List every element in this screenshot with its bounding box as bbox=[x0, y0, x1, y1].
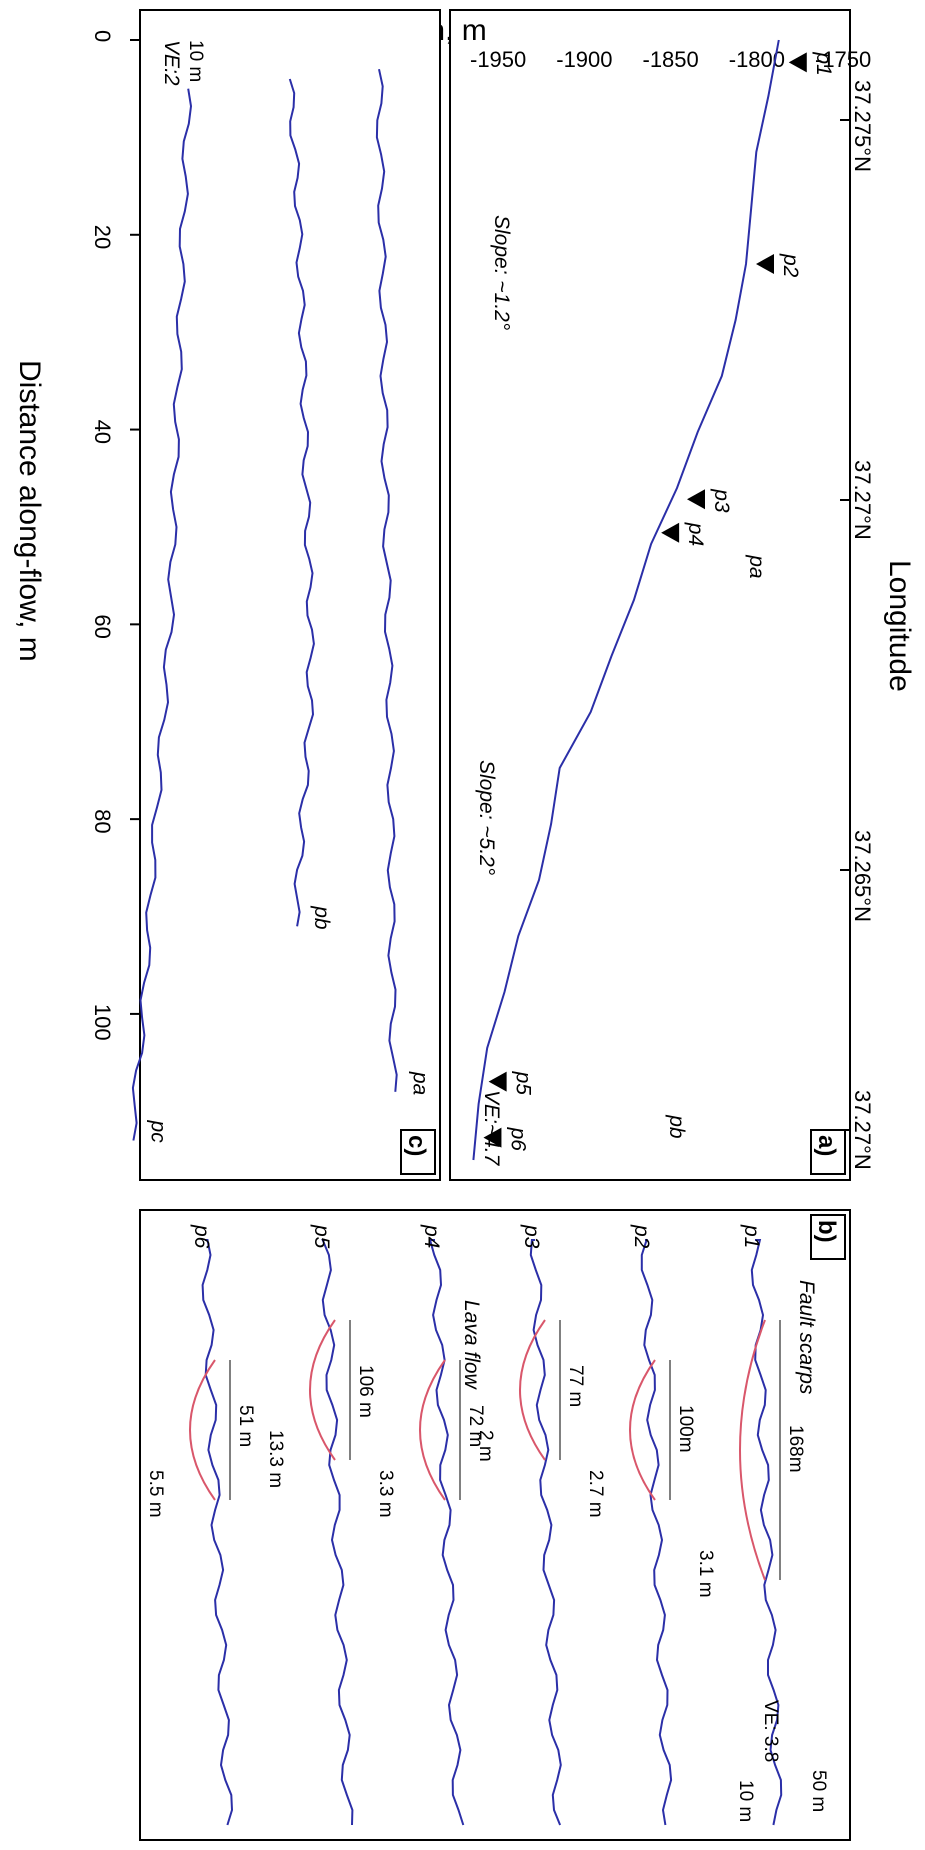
x-tick-label: 40 bbox=[90, 420, 115, 444]
profile-line bbox=[201, 1239, 234, 1826]
lava-width-label: 106 m bbox=[355, 1365, 376, 1418]
height-label: 3.1 m bbox=[695, 1550, 716, 1598]
marker-label: p3 bbox=[710, 488, 733, 513]
profile-line bbox=[750, 1239, 783, 1826]
lava-segment bbox=[419, 1359, 446, 1501]
panel-a-ve: VE:~4.7 bbox=[480, 1090, 503, 1167]
profile-label: p2 bbox=[630, 1224, 653, 1249]
profile-line bbox=[529, 1239, 562, 1826]
x-tick-label: 80 bbox=[90, 809, 115, 833]
profile-marker bbox=[687, 489, 705, 510]
panel-a-frame bbox=[449, 9, 851, 1181]
profile-label: p1 bbox=[740, 1224, 763, 1248]
profile-ref-label: pa bbox=[745, 554, 768, 578]
panel-b-scale-h: 50 m bbox=[808, 1770, 829, 1812]
lava-segment bbox=[519, 1319, 546, 1461]
depth-tick-label: -1850 bbox=[643, 47, 699, 72]
marker-label: p2 bbox=[779, 253, 802, 278]
profile-marker bbox=[483, 1127, 502, 1148]
panel-c-ve: VE:2 bbox=[160, 40, 183, 86]
panel-b-label: b) bbox=[813, 1220, 840, 1243]
panel-c: 0 20 40 60 80 100 Distance along-flow, m pa pb… bbox=[13, 9, 441, 1181]
height-label: 2 m bbox=[475, 1430, 496, 1462]
marker-label: p4 bbox=[684, 522, 707, 546]
longitude-tick-label: 37.27°N bbox=[850, 460, 875, 540]
x-tick-label: 60 bbox=[90, 614, 115, 638]
panel-c-scale-h: 10 m bbox=[185, 40, 206, 82]
lava-segment bbox=[629, 1359, 656, 1501]
panel-c-tag bbox=[400, 1129, 436, 1175]
height-label: 5.5 m bbox=[145, 1470, 166, 1518]
profile-line bbox=[428, 1239, 465, 1826]
panel-b-scale-v: 10 m bbox=[735, 1780, 756, 1822]
depth-profile-line bbox=[472, 39, 780, 1161]
slope-upper-label: Slope: ~1.2° bbox=[490, 215, 513, 330]
panel-b: b) Fault scarps Lava flow p1 168m 3.1 m p2 100… bbox=[139, 1209, 851, 1841]
lava-segment bbox=[739, 1319, 766, 1581]
height-label: 3.3 m bbox=[375, 1470, 396, 1518]
panel-c-label: c) bbox=[403, 1135, 430, 1156]
top-axis-label: Longitude bbox=[883, 560, 916, 692]
lava-width-label: 72 m bbox=[465, 1405, 486, 1447]
lava-flow-title: Lava flow bbox=[460, 1300, 483, 1391]
profile-label-pb: pb bbox=[310, 905, 333, 930]
profile-line-pb bbox=[288, 78, 315, 927]
slope-lower-label: Slope: ~5.2° bbox=[475, 760, 498, 875]
longitude-tick-label: 37.27°N bbox=[850, 1090, 875, 1170]
longitude-tick-label: 37.275°N bbox=[850, 80, 875, 172]
lava-width-label: 168m bbox=[785, 1425, 806, 1473]
lava-segment bbox=[189, 1359, 216, 1501]
height-label: 2.7 m bbox=[585, 1470, 606, 1518]
profile-label: p6 bbox=[190, 1224, 213, 1249]
depth-tick-label: -1750 bbox=[815, 47, 871, 72]
marker-label: p5 bbox=[512, 1071, 535, 1096]
lava-width-label: 77 m bbox=[565, 1365, 586, 1407]
profile-marker bbox=[788, 52, 807, 73]
marker-label: p1 bbox=[812, 51, 835, 75]
height-label: 13.3 m bbox=[265, 1430, 286, 1488]
x-tick-label: 0 bbox=[90, 30, 115, 42]
panel-c-profiles: pa pb pc bbox=[131, 68, 431, 1144]
x-axis-ticks: 0 20 40 60 80 100 bbox=[90, 30, 140, 1041]
profile-label-pc: pc bbox=[147, 1120, 170, 1144]
profile-marker bbox=[756, 254, 774, 274]
profile-label: p4 bbox=[420, 1224, 443, 1248]
rotated-figure: Depth, m Longitude 37.275°N37.27°N37.265… bbox=[13, 9, 916, 1841]
profile-label: p3 bbox=[520, 1224, 543, 1249]
profile-line-pa bbox=[375, 68, 398, 1092]
longitude-tick-label: 37.265°N bbox=[850, 830, 875, 922]
panel-c-frame bbox=[139, 9, 441, 1181]
x-axis-label: Distance along-flow, m bbox=[13, 360, 46, 662]
panel-a: Depth, m Longitude 37.275°N37.27°N37.265… bbox=[365, 9, 916, 1181]
profile-line-pc bbox=[131, 88, 193, 1141]
profile-marker bbox=[661, 522, 680, 543]
panel-b-tag bbox=[810, 1214, 846, 1260]
longitude-ticks: 37.275°N 37.27°N 37.265°N 37.27°N bbox=[840, 80, 875, 1170]
profile-label-pa: pa bbox=[408, 1071, 431, 1095]
profile-ref-label: pb bbox=[665, 1114, 688, 1139]
fault-scarps-title: Fault scarps bbox=[795, 1280, 818, 1395]
lava-width-label: 100m bbox=[675, 1405, 696, 1453]
x-tick-label: 20 bbox=[90, 225, 115, 249]
depth-tick-label: -1900 bbox=[556, 47, 612, 72]
x-tick-label: 100 bbox=[90, 1004, 115, 1041]
marker-label: p6 bbox=[506, 1127, 529, 1152]
profile-label: p5 bbox=[310, 1224, 333, 1249]
profile-line bbox=[321, 1239, 354, 1826]
profile-marker bbox=[488, 1071, 507, 1092]
lava-segment bbox=[309, 1319, 336, 1461]
depth-tick-label: -1950 bbox=[470, 47, 526, 72]
profile-line bbox=[640, 1239, 673, 1826]
panel-a-tag bbox=[810, 1129, 846, 1175]
panel-a-label: a) bbox=[813, 1135, 840, 1156]
panel-b-profiles: Fault scarps Lava flow p1 168m 3.1 m p2 100m 2.… bbox=[145, 1224, 818, 1826]
lava-width-label: 51 m bbox=[235, 1405, 256, 1447]
panel-b-ve: VE: 3.8 bbox=[760, 1700, 781, 1762]
panel-b-frame bbox=[139, 1209, 851, 1841]
